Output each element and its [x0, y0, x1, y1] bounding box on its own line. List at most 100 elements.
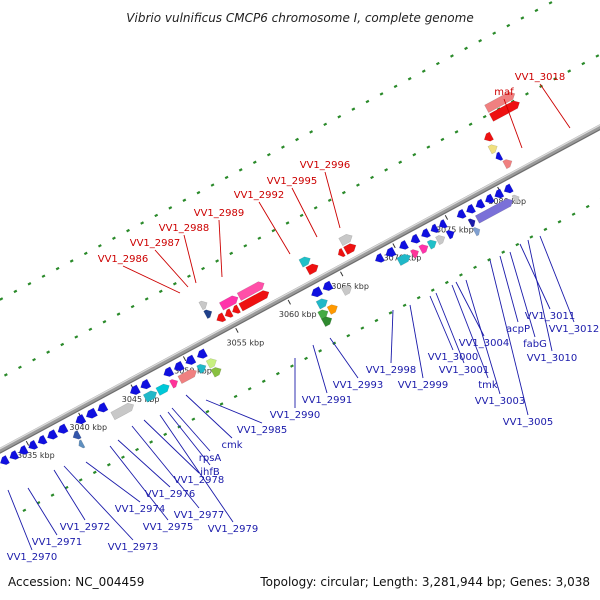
gene-feature-g32[interactable]: [230, 304, 241, 316]
gene-bottom-label[interactable]: VV1_2970: [7, 552, 58, 563]
gene-feature-g62[interactable]: [464, 203, 477, 215]
gene-bottom-label[interactable]: cmk: [221, 440, 242, 451]
gene-feature-g40[interactable]: [321, 315, 333, 327]
gene-feature-g25[interactable]: [195, 348, 208, 361]
gene-top-label[interactable]: VV1_2995: [267, 176, 318, 187]
gene-feature-g75[interactable]: [488, 99, 521, 122]
gene-feature-g55[interactable]: [419, 228, 432, 239]
gene-feature-g64[interactable]: [483, 193, 495, 205]
gene-bottom-label[interactable]: VV1_2972: [60, 522, 111, 533]
gene-feature-g67[interactable]: [467, 217, 477, 228]
gene-bottom-label[interactable]: VV1_3003: [475, 396, 526, 407]
gene-feature-g15[interactable]: [128, 384, 141, 397]
gene-feature-g18[interactable]: [155, 382, 172, 396]
gene-top-label[interactable]: VV1_2989: [194, 208, 245, 219]
gene-feature-g16[interactable]: [139, 378, 152, 391]
gene-bottom-label[interactable]: VV1_3000: [428, 352, 479, 363]
gene-bottom-label[interactable]: VV1_2974: [115, 504, 166, 515]
gene-feature-g04[interactable]: [17, 444, 29, 456]
gene-feature-g63[interactable]: [474, 198, 486, 210]
gene-bottom-label[interactable]: ihfB: [200, 467, 220, 478]
gene-feature-g56[interactable]: [426, 238, 438, 250]
gene-feature-g72[interactable]: [494, 151, 504, 162]
gene-feature-g60[interactable]: [445, 228, 456, 240]
gene-feature-g42[interactable]: [340, 284, 353, 296]
gene-feature-g34[interactable]: [236, 280, 266, 301]
gene-bottom-label[interactable]: VV1_2998: [366, 365, 417, 376]
gene-feature-g29[interactable]: [198, 299, 209, 311]
gene-bottom-label[interactable]: VV1_2973: [108, 542, 159, 553]
gene-bottom-label[interactable]: VV1_2999: [398, 380, 449, 391]
gene-bottom-label[interactable]: VV1_2991: [302, 395, 353, 406]
gene-feature-g48[interactable]: [373, 252, 385, 264]
gene-feature-g41[interactable]: [326, 303, 339, 315]
gene-feature-g52[interactable]: [410, 247, 420, 259]
gene-feature-g66[interactable]: [502, 183, 514, 195]
gene-feature-g08[interactable]: [56, 423, 69, 436]
gene-feature-g49[interactable]: [384, 246, 397, 259]
gene-feature-g23[interactable]: [184, 354, 197, 367]
gene-bottom-label[interactable]: VV1_3004: [459, 338, 510, 349]
gene-feature-g47[interactable]: [338, 232, 355, 247]
gene-feature-g05[interactable]: [27, 439, 39, 451]
gene-bottom-label[interactable]: tmk: [478, 380, 498, 391]
gene-bottom-label[interactable]: VV1_2976: [145, 489, 196, 500]
gene-feature-g06[interactable]: [36, 434, 48, 446]
gene-bottom-label[interactable]: rpsA: [199, 453, 222, 464]
gene-feature-g58[interactable]: [429, 223, 440, 235]
gene-bottom-label[interactable]: VV1_2971: [32, 537, 83, 548]
gene-feature-g44[interactable]: [305, 262, 321, 276]
gene-feature-g69[interactable]: [474, 197, 515, 224]
gene-bottom-label[interactable]: VV1_2990: [270, 410, 321, 421]
gene-bottom-label[interactable]: VV1_2975: [143, 522, 194, 533]
gene-top-label[interactable]: maf: [494, 87, 514, 98]
gene-feature-g35[interactable]: [238, 288, 271, 312]
gene-feature-g10[interactable]: [77, 439, 86, 450]
gene-feature-g33[interactable]: [218, 294, 240, 311]
gene-feature-g22[interactable]: [177, 367, 199, 385]
gene-feature-g11[interactable]: [74, 413, 87, 426]
gene-feature-g76[interactable]: [484, 90, 517, 113]
gene-top-label[interactable]: VV1_3018: [515, 72, 566, 83]
gene-top-label[interactable]: VV1_2986: [98, 254, 149, 265]
gene-bottom-label[interactable]: acpP: [506, 324, 530, 335]
gene-feature-g13[interactable]: [96, 402, 109, 414]
gene-top-label[interactable]: VV1_2987: [130, 238, 181, 249]
gene-feature-g46[interactable]: [343, 241, 358, 255]
gene-feature-g57[interactable]: [435, 233, 446, 246]
gene-feature-g51[interactable]: [397, 239, 410, 251]
gene-feature-g14[interactable]: [110, 401, 136, 421]
gene-feature-g73[interactable]: [487, 143, 499, 155]
gene-feature-g30[interactable]: [215, 312, 227, 324]
gene-bottom-label[interactable]: VV1_3001: [439, 365, 490, 376]
gene-top-label[interactable]: VV1_2988: [159, 223, 210, 234]
gene-feature-g03[interactable]: [8, 450, 20, 461]
gene-labels[interactable]: VV1_2986 VV1_2987 VV1_2988 VV1_2989 VV1_2992…: [7, 72, 600, 563]
gene-feature-g17[interactable]: [142, 389, 159, 403]
gene-bottom-label[interactable]: VV1_3012: [549, 324, 600, 335]
gene-feature-g36[interactable]: [309, 286, 324, 300]
gene-feature-g20[interactable]: [172, 360, 185, 373]
gene-bottom-label[interactable]: VV1_2979: [208, 524, 259, 535]
gene-feature-g31[interactable]: [223, 308, 234, 320]
gene-bottom-label[interactable]: VV1_3011: [525, 311, 576, 322]
gene-feature-g24[interactable]: [196, 362, 208, 374]
gene-feature-g50[interactable]: [396, 252, 413, 266]
gene-bottom-label[interactable]: VV1_2977: [174, 510, 225, 521]
gene-feature-g43[interactable]: [298, 255, 312, 268]
gene-feature-g02[interactable]: [0, 455, 10, 466]
gene-feature-g27[interactable]: [210, 365, 223, 378]
gene-feature-g59[interactable]: [437, 219, 448, 230]
gene-feature-g09[interactable]: [71, 430, 82, 441]
gene-bottom-label[interactable]: VV1_2993: [333, 380, 384, 391]
gene-bottom-label[interactable]: VV1_2978: [174, 475, 225, 486]
gene-feature-g12[interactable]: [84, 407, 98, 421]
gene-feature-g65[interactable]: [493, 188, 505, 200]
gene-bottom-label[interactable]: VV1_2985: [237, 425, 288, 436]
gene-feature-g37[interactable]: [321, 280, 334, 293]
gene-bottom-label[interactable]: VV1_3010: [527, 353, 578, 364]
gene-feature-g21[interactable]: [169, 377, 179, 389]
gene-feature-g19[interactable]: [162, 366, 175, 379]
gene-feature-g07[interactable]: [45, 429, 59, 441]
gene-feature-g54[interactable]: [418, 242, 430, 255]
